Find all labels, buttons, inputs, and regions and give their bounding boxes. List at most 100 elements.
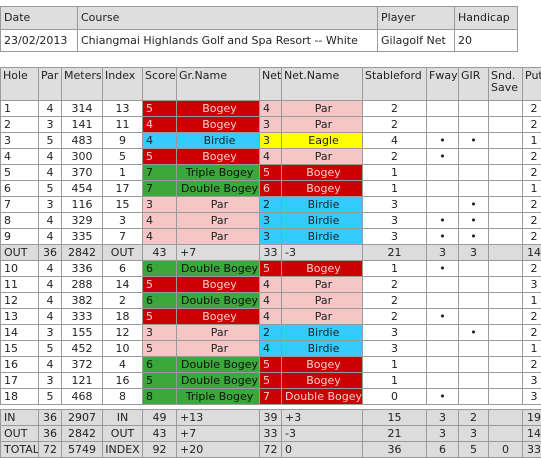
cell-net-name: Bogey [282, 357, 363, 373]
cell-gr-name: Double Bogey [177, 181, 260, 197]
cell-putt: 2 [523, 197, 541, 213]
cell-index: 9 [103, 133, 143, 149]
cell-net: 5 [260, 165, 282, 181]
cell-putt: 2 [523, 117, 541, 133]
cell-score: 7 [143, 181, 177, 197]
cell-fway [427, 165, 459, 181]
cell-score: 5 [143, 149, 177, 165]
cell-par: 4 [39, 165, 62, 181]
col-putt: Putt [523, 68, 541, 101]
cell-stableford: 1 [363, 261, 427, 277]
handicap-value: 20 [455, 30, 518, 52]
cell-gir [459, 373, 489, 389]
cell-net-name: Double Bogey [282, 389, 363, 405]
cell-meters: 452 [62, 341, 103, 357]
cell-fway [427, 117, 459, 133]
cell-score: 6 [143, 293, 177, 309]
cell-hole: 14 [1, 325, 39, 341]
col-par: Par [39, 68, 62, 101]
cell-gir: 5 [459, 442, 489, 458]
cell-fway: 6 [427, 442, 459, 458]
cell-putt: 2 [523, 149, 541, 165]
cell-sand-save [489, 117, 523, 133]
date-header: Date [1, 7, 78, 30]
cell-sand-save [489, 261, 523, 277]
cell-net-name: -3 [282, 426, 363, 442]
cell-hole: 10 [1, 261, 39, 277]
cell-gir: 2 [459, 410, 489, 426]
cell-gir [459, 117, 489, 133]
cell-fway: • [427, 133, 459, 149]
cell-stableford: 3 [363, 325, 427, 341]
cell-score: 3 [143, 325, 177, 341]
cell-gr-name: Triple Bogey [177, 165, 260, 181]
cell-sand-save [489, 101, 523, 117]
cell-fway: 3 [427, 426, 459, 442]
cell-putt: 3 [523, 389, 541, 405]
cell-net-name: Birdie [282, 341, 363, 357]
cell-stableford: 3 [363, 341, 427, 357]
cell-hole: 12 [1, 293, 39, 309]
cell-index: 8 [103, 389, 143, 405]
cell-par: 36 [39, 426, 62, 442]
cell-score: 5 [143, 101, 177, 117]
course-header: Course [78, 7, 378, 30]
cell-fway [427, 277, 459, 293]
cell-fway [427, 341, 459, 357]
cell-stableford: 2 [363, 293, 427, 309]
cell-stableford: 1 [363, 165, 427, 181]
cell-hole: OUT [1, 245, 39, 261]
cell-par: 4 [39, 213, 62, 229]
cell-net-name: Par [282, 101, 363, 117]
cell-meters: 288 [62, 277, 103, 293]
cell-hole: TOTAL [1, 442, 39, 458]
cell-net-name: Birdie [282, 229, 363, 245]
cell-gr-name: Par [177, 341, 260, 357]
cell-hole: 18 [1, 389, 39, 405]
cell-net-name: +3 [282, 410, 363, 426]
cell-index: 17 [103, 181, 143, 197]
cell-net: 72 [260, 442, 282, 458]
cell-fway [427, 197, 459, 213]
cell-putt: 1 [523, 341, 541, 357]
cell-gr-name: +13 [177, 410, 260, 426]
cell-gir [459, 277, 489, 293]
cell-fway: 3 [427, 245, 459, 261]
cell-meters: 314 [62, 101, 103, 117]
cell-hole: 5 [1, 165, 39, 181]
cell-meters: 468 [62, 389, 103, 405]
cell-par: 4 [39, 149, 62, 165]
cell-sand-save [489, 181, 523, 197]
cell-stableford: 3 [363, 229, 427, 245]
cell-index: 4 [103, 357, 143, 373]
cell-stableford: 1 [363, 181, 427, 197]
col-net: Net [260, 68, 282, 101]
cell-par: 3 [39, 373, 62, 389]
cell-gr-name: Double Bogey [177, 357, 260, 373]
cell-meters: 382 [62, 293, 103, 309]
cell-fway [427, 293, 459, 309]
cell-par: 5 [39, 341, 62, 357]
cell-gr-name: Birdie [177, 133, 260, 149]
cell-putt: 2 [523, 325, 541, 341]
cell-net: 3 [260, 133, 282, 149]
cell-gr-name: Bogey [177, 149, 260, 165]
cell-net: 39 [260, 410, 282, 426]
cell-par: 4 [39, 101, 62, 117]
cell-gir [459, 149, 489, 165]
cell-par: 5 [39, 389, 62, 405]
cell-putt: 19 [523, 410, 541, 426]
cell-putt: 14 [523, 245, 541, 261]
cell-gir [459, 165, 489, 181]
cell-index: IN [103, 410, 143, 426]
col-meters: Meters [62, 68, 103, 101]
cell-par: 3 [39, 117, 62, 133]
col-sand-save-label: Snd. Save [491, 69, 518, 94]
cell-stableford: 2 [363, 117, 427, 133]
cell-sand-save [489, 426, 523, 442]
